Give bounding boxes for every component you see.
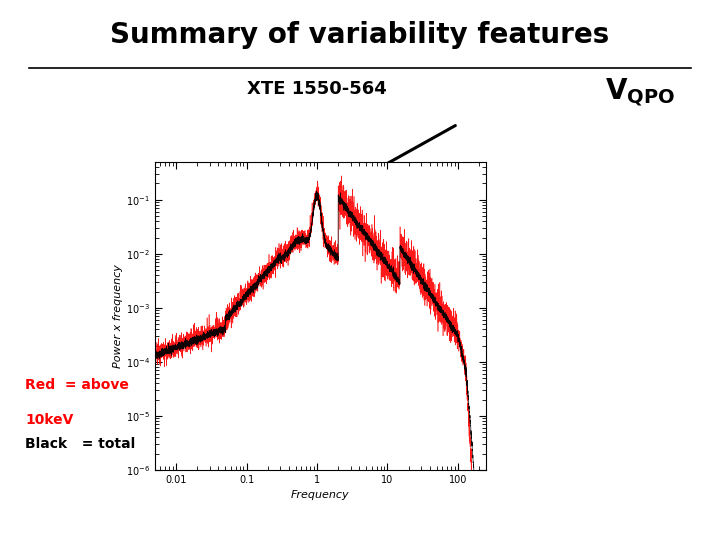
Text: $\mathbf{V}_{\mathbf{QPO}}$: $\mathbf{V}_{\mathbf{QPO}}$ bbox=[605, 76, 675, 108]
X-axis label: Frequency: Frequency bbox=[291, 490, 350, 500]
Text: Red  = above: Red = above bbox=[25, 378, 129, 392]
Y-axis label: Power x frequency: Power x frequency bbox=[113, 264, 123, 368]
Text: Summary of variability features: Summary of variability features bbox=[110, 21, 610, 49]
Text: XTE 1550-564: XTE 1550-564 bbox=[247, 80, 387, 98]
Text: 10keV: 10keV bbox=[25, 413, 73, 427]
Text: Black   = total: Black = total bbox=[25, 437, 135, 451]
